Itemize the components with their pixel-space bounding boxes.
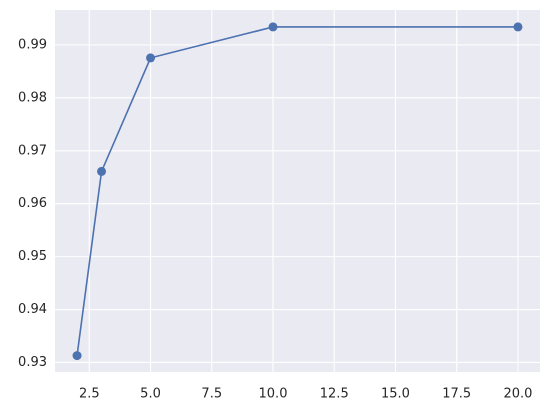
point	[72, 351, 82, 361]
plot-background	[55, 10, 540, 372]
point	[513, 22, 523, 32]
x-tick-label: 2.5	[79, 387, 100, 402]
y-tick-label: 0.94	[18, 302, 47, 317]
x-tick-label: 10.0	[259, 387, 288, 402]
point	[146, 53, 156, 63]
point	[268, 22, 278, 32]
y-tick-label: 0.93	[18, 355, 47, 370]
x-tick-label: 17.5	[442, 387, 471, 402]
y-tick-label: 0.99	[18, 37, 47, 52]
y-tick-label: 0.98	[18, 90, 47, 105]
x-tick-label: 15.0	[381, 387, 410, 402]
y-tick-label: 0.97	[18, 143, 47, 158]
x-tick-label: 5.0	[140, 387, 161, 402]
y-tick-label: 0.95	[18, 249, 47, 264]
x-tick-label: 20.0	[503, 387, 532, 402]
point	[97, 166, 107, 176]
x-tick-label: 7.5	[201, 387, 222, 402]
y-tick-label: 0.96	[18, 196, 47, 211]
x-tick-label: 12.5	[320, 387, 349, 402]
